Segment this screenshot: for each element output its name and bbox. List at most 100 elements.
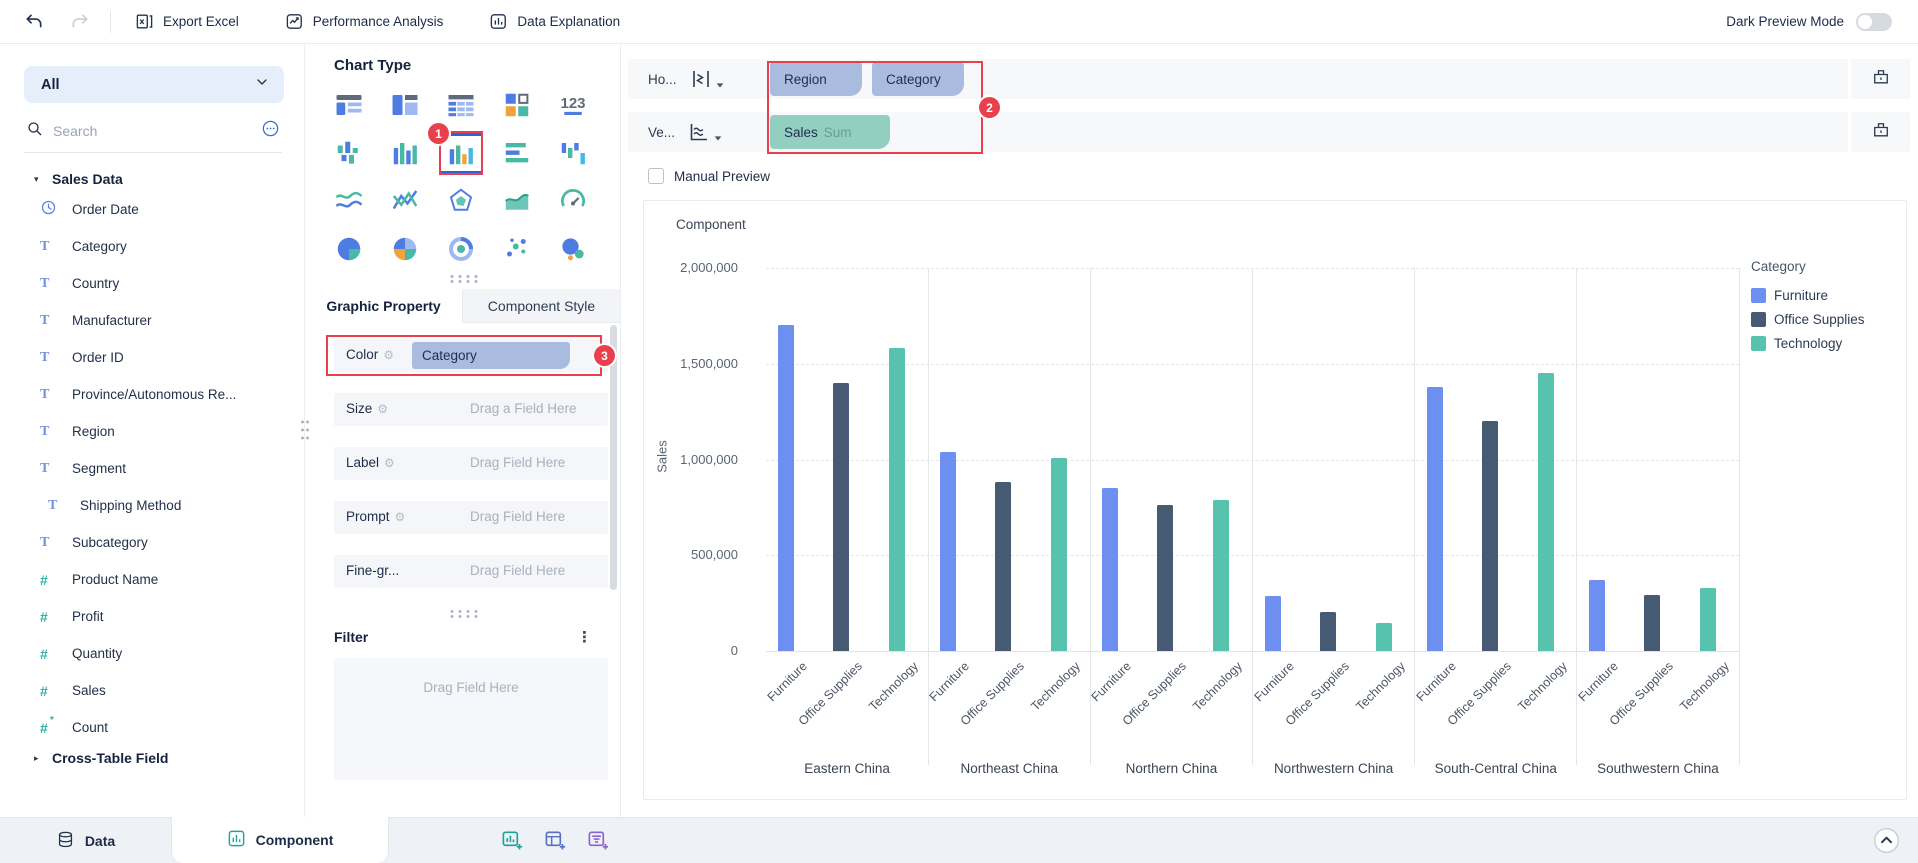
chart-type-multi-line-icon[interactable] — [388, 184, 422, 218]
bar-northern-china-technology[interactable] — [1213, 500, 1229, 651]
bar-northern-china-office-supplies[interactable] — [1157, 505, 1173, 651]
sidebar-item-category[interactable]: T Category — [0, 228, 304, 265]
data-explanation-button[interactable]: Data Explanation — [489, 12, 620, 31]
sidebar-item-subcategory[interactable]: T Subcategory — [0, 524, 304, 561]
gear-icon[interactable]: ⚙ — [384, 456, 395, 470]
property-resize-handle[interactable] — [447, 609, 478, 618]
chart-type-resize-handle[interactable] — [447, 274, 478, 283]
chart-type-multi-series-column-icon[interactable]: 1 — [428, 123, 483, 175]
chart-type-column-chart-icon[interactable] — [388, 136, 422, 170]
gear-icon[interactable]: ⚙ — [394, 510, 406, 524]
chart-type-bubble-icon[interactable] — [556, 232, 590, 266]
sidebar-group-cross-table-field[interactable]: ▸ Cross-Table Field — [0, 746, 304, 770]
add-chart-button[interactable] — [501, 829, 524, 852]
bar-southwestern-china-furniture[interactable] — [1589, 580, 1605, 651]
chart-type-bidirectional-bar-icon[interactable] — [332, 136, 366, 170]
collapse-button[interactable] — [1873, 827, 1900, 859]
manual-preview-checkbox[interactable]: Manual Preview — [648, 166, 1910, 186]
chart-type-donut-icon[interactable] — [444, 232, 478, 266]
tab-component[interactable]: Component — [171, 817, 389, 863]
bar-south-central-china-furniture[interactable] — [1427, 387, 1443, 651]
legend-item-technology[interactable]: Technology — [1751, 331, 1865, 355]
sidebar-item-order-id[interactable]: T Order ID — [0, 339, 304, 376]
bar-northeast-china-furniture[interactable] — [940, 452, 956, 651]
sidebar-item-count[interactable]: # * Count — [0, 709, 304, 746]
sidebar-item-product-name[interactable]: # Product Name — [0, 561, 304, 598]
color-field-pill[interactable]: Category — [412, 342, 570, 369]
sidebar-item-shipping-method[interactable]: T Shipping Method — [0, 487, 304, 524]
sidebar-item-sales[interactable]: # Sales — [0, 672, 304, 709]
chart-type-grouped-table-icon[interactable] — [332, 88, 366, 122]
legend-item-office-supplies[interactable]: Office Supplies — [1751, 307, 1865, 331]
collapsed-triangle-icon[interactable]: ▸ — [34, 752, 39, 763]
sidebar-item-order-date[interactable]: Order Date — [0, 191, 304, 228]
sidebar-item-quantity[interactable]: # Quantity — [0, 635, 304, 672]
chart-type-indicator-card-icon[interactable] — [500, 88, 534, 122]
bar-northeast-china-office-supplies[interactable] — [995, 482, 1011, 651]
sidebar-item-province-autonomous-re[interactable]: T Province/Autonomous Re... — [0, 376, 304, 413]
pill-sales[interactable]: Sales Sum — [770, 115, 890, 149]
add-filter-button[interactable] — [587, 829, 610, 852]
chart-type-area-icon[interactable] — [500, 184, 534, 218]
bar-northwestern-china-technology[interactable] — [1376, 623, 1392, 651]
undo-button[interactable] — [24, 12, 44, 32]
gear-icon[interactable]: ⚙ — [383, 348, 395, 362]
dark-preview-mode-toggle[interactable] — [1856, 12, 1892, 31]
bar-southwestern-china-technology[interactable] — [1700, 588, 1716, 651]
pill-region[interactable]: Region — [770, 62, 862, 96]
sidebar-item-country[interactable]: T Country — [0, 265, 304, 302]
tab-graphic-property[interactable]: Graphic Property — [305, 289, 462, 323]
clear-horizontal-shelf-button[interactable] — [1848, 59, 1910, 99]
checkbox-box[interactable] — [648, 168, 664, 184]
bar-northern-china-furniture[interactable] — [1102, 488, 1118, 651]
caret-down-icon[interactable] — [713, 130, 723, 148]
legend-item-furniture[interactable]: Furniture — [1751, 283, 1865, 307]
tab-component-style[interactable]: Component Style — [462, 289, 620, 323]
sidebar-item-region[interactable]: T Region — [0, 413, 304, 450]
chart-type-pie-icon[interactable] — [332, 232, 366, 266]
property-row-fine-gr[interactable]: Fine-gr... Drag Field Here — [334, 555, 608, 588]
chart-type-radar-icon[interactable] — [444, 184, 478, 218]
redo-button[interactable] — [70, 12, 90, 32]
chart-type-multi-pie-icon[interactable] — [388, 232, 422, 266]
scrollbar-thumb[interactable] — [610, 325, 617, 590]
tab-data[interactable]: Data — [0, 818, 171, 863]
dataset-select[interactable]: All — [24, 66, 284, 103]
add-table-button[interactable] — [544, 829, 567, 852]
vertical-axis-shelf[interactable]: Ve... Sales Sum — [628, 112, 1910, 152]
gear-icon[interactable]: ⚙ — [377, 402, 389, 416]
property-row-prompt[interactable]: Prompt ⚙ Drag Field Here — [334, 501, 608, 534]
chart-type-detail-table-icon[interactable] — [388, 88, 422, 122]
sidebar-item-manufacturer[interactable]: T Manufacturer — [0, 302, 304, 339]
bar-southwestern-china-office-supplies[interactable] — [1644, 595, 1660, 651]
bar-eastern-china-office-supplies[interactable] — [833, 383, 849, 651]
horizontal-axis-shelf[interactable]: Ho... Region Category — [628, 59, 1910, 99]
performance-analysis-button[interactable]: Performance Analysis — [285, 12, 443, 31]
property-row-size[interactable]: Size ⚙ Drag a Field Here — [334, 393, 608, 426]
chart-type-waterfall-icon[interactable] — [556, 136, 590, 170]
chart-type-cross-table-icon[interactable] — [444, 88, 478, 122]
chart-type-horizontal-bar-icon[interactable] — [500, 136, 534, 170]
search-input[interactable] — [53, 123, 252, 139]
caret-down-icon[interactable] — [715, 77, 725, 95]
bar-south-central-china-technology[interactable] — [1538, 373, 1554, 651]
filter-drop-zone[interactable]: Drag Field Here — [334, 658, 608, 780]
sidebar-item-profit[interactable]: # Profit — [0, 598, 304, 635]
bar-eastern-china-furniture[interactable] — [778, 325, 794, 651]
sidebar-resize-handle[interactable] — [300, 418, 309, 444]
chart-type-kpi-card-icon[interactable]: 123 — [556, 88, 590, 122]
bar-northwestern-china-furniture[interactable] — [1265, 596, 1281, 651]
bar-northwestern-china-office-supplies[interactable] — [1320, 612, 1336, 651]
property-row-color[interactable]: Color ⚙ Category 3 — [326, 335, 615, 376]
export-excel-button[interactable]: Export Excel — [135, 12, 239, 31]
bar-eastern-china-technology[interactable] — [889, 348, 905, 651]
bar-northeast-china-technology[interactable] — [1051, 458, 1067, 651]
search-options-icon[interactable] — [261, 119, 280, 143]
chart-type-line-icon[interactable] — [332, 184, 366, 218]
sidebar-item-segment[interactable]: T Segment — [0, 450, 304, 487]
property-row-label[interactable]: Label ⚙ Drag Field Here — [334, 447, 608, 480]
chart-type-scatter-icon[interactable] — [500, 232, 534, 266]
chart-type-gauge-icon[interactable] — [556, 184, 590, 218]
expanded-triangle-icon[interactable]: ▾ — [34, 173, 39, 184]
sidebar-group-sales-data[interactable]: ▾ Sales Data — [0, 167, 304, 191]
